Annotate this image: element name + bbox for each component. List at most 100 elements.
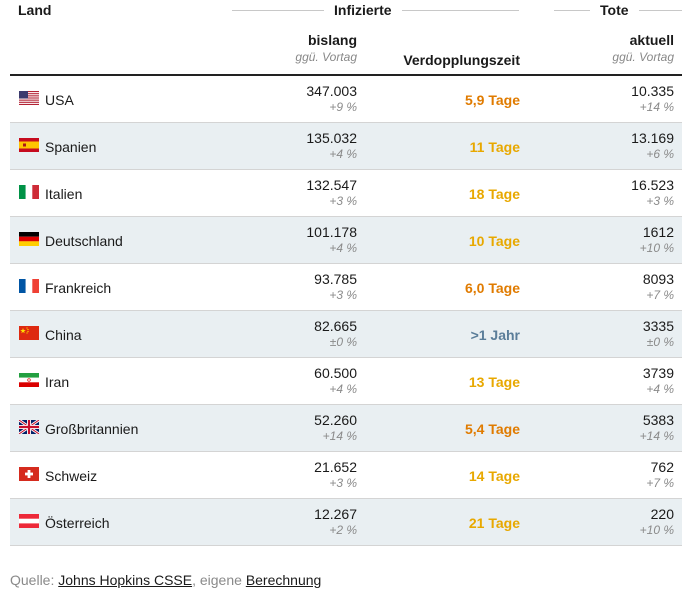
header-aktuell-label: aktuell [629,32,674,48]
infected-value: 347.003 [306,83,357,99]
header-verdopplung-label: Verdopplungszeit [403,52,520,68]
infected-change: ±0 % [329,335,357,349]
deaths-cell: 10.335 +14 % [631,83,674,115]
table-header: Land Infizierte Tote bislang ggü. Vortag… [10,0,682,76]
header-tote: Tote [590,2,639,18]
table-body: USA 347.003 +9 % 5,9 Tage 10.335 +14 % Spanien… [10,76,682,546]
deaths-change: ±0 % [646,335,674,349]
infected-change: +3 % [329,194,357,208]
infected-change: +2 % [329,523,357,537]
header-land: Land [18,2,52,18]
deaths-cell: 8093 +7 % [643,271,674,303]
header-aktuell: aktuell ggü. Vortag [612,32,674,64]
deaths-cell: 16.523 +3 % [631,177,674,209]
infected-change: +9 % [329,100,357,114]
infected-value: 21.652 [314,459,357,475]
ch-flag-icon [19,467,39,481]
table-row: Spanien 135.032 +4 % 11 Tage 13.169 +6 % [10,123,682,170]
country-name: Schweiz [45,468,98,484]
table-row: China 82.665 ±0 % >1 Jahr 3335 ±0 % [10,311,682,358]
doubling-time: 5,4 Tage [465,421,520,437]
deaths-value: 220 [650,506,674,522]
country-name: Frankreich [45,280,112,296]
doubling-time: 10 Tage [468,233,520,249]
deaths-change: +4 % [646,382,674,396]
infected-cell: 347.003 +9 % [306,83,357,115]
infected-value: 60.500 [314,365,357,381]
deaths-cell: 13.169 +6 % [631,130,674,162]
infected-cell: 60.500 +4 % [314,365,357,397]
source-link-jhu[interactable]: Johns Hopkins CSSE [58,572,193,588]
deaths-value: 1612 [642,224,674,240]
fr-flag-icon [19,279,39,293]
infected-value: 93.785 [314,271,357,287]
table-row: Österreich 12.267 +2 % 21 Tage 220 +10 % [10,499,682,546]
deaths-value: 8093 [642,271,674,287]
es-flag-icon [19,138,39,152]
cn-flag-icon [19,326,39,340]
gb-flag-icon [19,420,39,434]
header-bislang-sub: ggü. Vortag [295,50,357,64]
source-prefix: Quelle: [10,572,59,588]
header-aktuell-sub: ggü. Vortag [612,50,674,64]
deaths-value: 5383 [642,412,674,428]
deaths-change: +3 % [646,194,674,208]
deaths-value: 762 [650,459,674,475]
doubling-time: >1 Jahr [470,327,520,343]
infected-change: +3 % [329,288,357,302]
infected-value: 135.032 [306,130,357,146]
deaths-value: 16.523 [631,177,674,193]
table-row: Schweiz 21.652 +3 % 14 Tage 762 +7 % [10,452,682,499]
infected-cell: 12.267 +2 % [314,506,357,538]
it-flag-icon [19,185,39,199]
doubling-time: 14 Tage [468,468,520,484]
country-name: China [45,327,82,343]
deaths-cell: 1612 +10 % [640,224,674,256]
country-name: Großbritannien [45,421,139,437]
header-group-tote: Tote [554,2,682,18]
source-link-berechnung[interactable]: Berechnung [245,572,322,588]
infected-cell: 132.547 +3 % [306,177,357,209]
deaths-value: 3335 [642,318,674,334]
infected-cell: 52.260 +14 % [314,412,357,444]
doubling-time: 6,0 Tage [465,280,520,296]
infected-change: +14 % [322,429,357,443]
deaths-change: +10 % [639,241,674,255]
header-bislang-label: bislang [307,32,357,48]
infected-cell: 21.652 +3 % [314,459,357,491]
infected-change: +4 % [329,147,357,161]
deaths-change: +6 % [646,147,674,161]
deaths-value: 13.169 [631,130,674,146]
infected-value: 12.267 [314,506,357,522]
header-infizierte: Infizierte [324,2,402,18]
infected-change: +3 % [329,476,357,490]
deaths-change: +14 % [639,429,674,443]
doubling-time: 21 Tage [468,515,520,531]
source-note: Quelle: Johns Hopkins CSSE, eigene Berec… [10,572,321,588]
table-row: USA 347.003 +9 % 5,9 Tage 10.335 +14 % [10,76,682,123]
us-flag-icon [19,91,39,105]
deaths-change: +7 % [646,288,674,302]
source-middle: , eigene [192,572,246,588]
doubling-time: 13 Tage [468,374,520,390]
country-name: Österreich [45,515,110,531]
country-name: USA [45,92,74,108]
infected-value: 52.260 [314,412,357,428]
country-name: Deutschland [45,233,123,249]
deaths-change: +7 % [646,476,674,490]
deaths-value: 10.335 [631,83,674,99]
table-row: Iran 60.500 +4 % 13 Tage 3739 +4 % [10,358,682,405]
infected-cell: 93.785 +3 % [314,271,357,303]
table-row: Frankreich 93.785 +3 % 6,0 Tage 8093 +7 % [10,264,682,311]
header-verdopplung: Verdopplungszeit [403,52,520,68]
infected-cell: 82.665 ±0 % [314,318,357,350]
deaths-value: 3739 [642,365,674,381]
doubling-time: 5,9 Tage [465,92,520,108]
at-flag-icon [19,514,39,528]
deaths-cell: 220 +10 % [640,506,674,538]
data-table: Land Infizierte Tote bislang ggü. Vortag… [10,0,682,546]
country-name: Spanien [45,139,97,155]
infected-value: 132.547 [306,177,357,193]
deaths-change: +10 % [639,523,674,537]
infected-value: 82.665 [314,318,357,334]
